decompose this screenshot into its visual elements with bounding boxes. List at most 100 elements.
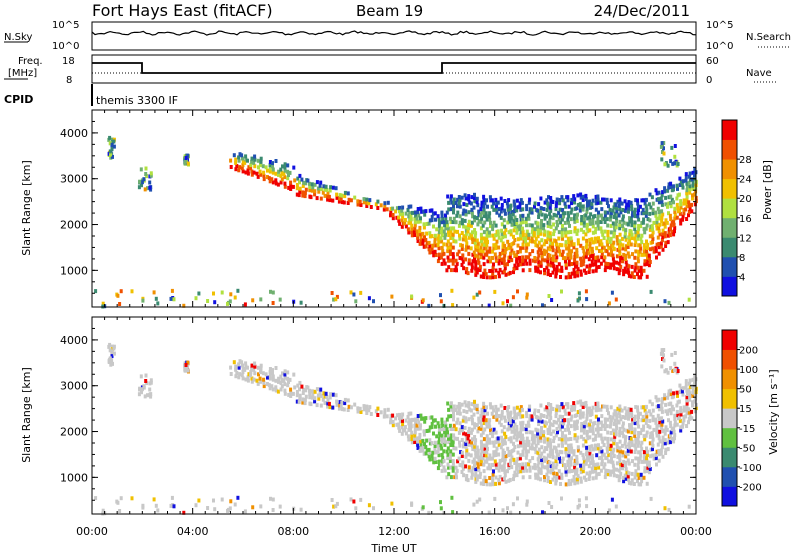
velocity-pixel <box>676 369 680 373</box>
power-pixel <box>440 213 444 218</box>
power-pixel <box>583 268 586 273</box>
velocity-pixel <box>590 408 594 413</box>
power-pixel <box>298 186 302 191</box>
velocity-pixel <box>530 417 534 422</box>
power-pixel <box>555 268 559 273</box>
velocity-pixel <box>474 467 478 472</box>
power-pixel <box>543 271 547 276</box>
power-pixel <box>582 252 586 257</box>
power-pixel <box>489 224 492 229</box>
power-pixel <box>572 245 576 250</box>
velocity-pixel <box>617 420 621 425</box>
power-pixel <box>582 255 586 260</box>
velocity-pixel <box>540 426 543 430</box>
power-pixel <box>561 224 564 228</box>
velocity-pixel <box>433 440 437 445</box>
power-pixel <box>562 214 566 219</box>
power-pixel <box>581 236 585 241</box>
power-pixel <box>581 198 585 202</box>
power-pixel <box>511 295 515 300</box>
power-pixel <box>448 248 452 253</box>
power-pixel <box>560 230 564 235</box>
power-pixel <box>591 230 595 235</box>
power-pixel <box>612 231 616 236</box>
velocity-pixel <box>579 412 582 417</box>
velocity-pixel <box>678 383 682 388</box>
velocity-pixel <box>439 500 442 505</box>
power-pixel <box>229 158 233 163</box>
velocity-pixel <box>604 468 608 473</box>
power-pixel <box>455 261 459 266</box>
velocity-pixel <box>551 407 555 411</box>
power-pixel <box>676 206 680 211</box>
velocity-pixel <box>652 427 656 432</box>
power-pixel <box>659 244 663 249</box>
velocity-pixel <box>365 407 369 412</box>
power-pixel <box>559 220 563 225</box>
velocity-pixel <box>622 475 626 480</box>
power-pixel <box>508 270 512 275</box>
velocity-pixel <box>542 414 546 418</box>
power-pixel <box>237 168 241 173</box>
power-pixel <box>636 236 640 241</box>
velocity-pixel <box>519 437 523 442</box>
power-pixel <box>491 227 495 232</box>
velocity-pixel <box>537 447 541 452</box>
power-pixel <box>444 232 447 237</box>
velocity-pixel <box>298 387 301 392</box>
velocity-pixel <box>509 436 513 441</box>
velocity-pixel <box>595 453 599 458</box>
velocity-pixel <box>549 409 553 414</box>
power-pixel <box>512 270 515 275</box>
power-pixel <box>519 246 523 251</box>
power-pixel <box>564 259 567 264</box>
power-pixel <box>625 244 628 249</box>
velocity-pixel <box>570 449 574 454</box>
power-pixel <box>624 228 628 233</box>
power-pixel <box>497 274 501 279</box>
velocity-pixel <box>590 453 594 458</box>
velocity-pixel <box>368 405 372 410</box>
power-pixel <box>444 213 447 218</box>
velocity-pixel <box>473 422 477 427</box>
velocity-pixel <box>551 464 555 469</box>
power-pixel <box>628 232 632 237</box>
velocity-pixel <box>259 366 263 371</box>
power-pixel <box>621 208 625 212</box>
power-pixel <box>543 229 547 234</box>
velocity-pixel <box>455 475 458 480</box>
power-pixel <box>533 204 536 209</box>
velocity-pixel <box>469 408 473 413</box>
colorbar-swatch <box>722 408 737 429</box>
power-pixel <box>684 201 688 205</box>
power-pixel <box>220 290 224 295</box>
power-pixel <box>299 300 303 305</box>
velocity-pixel <box>303 401 307 406</box>
velocity-pixel <box>615 474 619 479</box>
power-pixel <box>536 256 540 261</box>
power-pixel <box>541 303 544 308</box>
power-pixel <box>590 259 594 264</box>
velocity-pixel <box>513 470 517 475</box>
velocity-pixel <box>111 361 114 366</box>
power-pixel <box>354 299 358 304</box>
power-pixel <box>615 260 619 265</box>
power-pixel <box>587 257 591 262</box>
velocity-pixel <box>463 425 467 430</box>
velocity-pixel <box>540 461 544 466</box>
velocity-pixel <box>555 404 559 409</box>
velocity-pixel <box>401 412 405 417</box>
power-pixel <box>682 201 686 206</box>
velocity-pixel <box>547 402 550 407</box>
power-pixel <box>652 220 656 225</box>
power-pixel <box>602 216 606 221</box>
power-pixel <box>576 238 580 243</box>
power-pixel <box>564 243 568 248</box>
velocity-pixel <box>542 455 546 460</box>
velocity-pixel <box>446 433 450 438</box>
velocity-pixel <box>657 452 661 457</box>
power-pixel <box>688 184 692 189</box>
power-pixel <box>457 201 461 206</box>
power-pixel <box>460 263 464 267</box>
